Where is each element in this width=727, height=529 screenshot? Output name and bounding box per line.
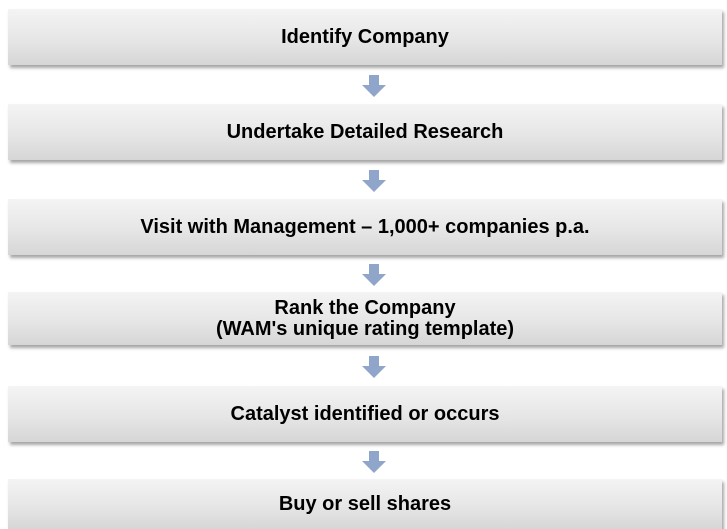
- step-label: Buy or sell shares: [278, 492, 452, 515]
- step-label: Identify Company: [281, 25, 449, 48]
- flow-step: Rank the Company (WAM's unique rating tem…: [8, 292, 722, 345]
- flow-step: Catalyst identified or occurs: [8, 386, 722, 442]
- arrow-shape: [362, 263, 386, 286]
- arrow-shape: [362, 355, 386, 378]
- flow-arrow: [362, 355, 386, 378]
- step-label: Rank the Company: [274, 296, 456, 319]
- flow-step: Undertake Detailed Research: [8, 104, 722, 160]
- step-label: (WAM's unique rating template): [215, 317, 515, 340]
- flow-arrow: [362, 74, 386, 97]
- flow-arrow: [362, 450, 386, 473]
- arrow-shape: [362, 450, 386, 473]
- flow-arrow: [362, 169, 386, 192]
- arrow-shape: [362, 169, 386, 192]
- arrow-shape: [362, 74, 386, 97]
- step-label: Undertake Detailed Research: [226, 120, 504, 143]
- flow-step: Visit with Management – 1,000+ companies…: [8, 199, 722, 255]
- step-label: Visit with Management – 1,000+ companies…: [140, 215, 590, 238]
- flow-step: Buy or sell shares: [8, 479, 722, 529]
- step-label: Catalyst identified or occurs: [230, 402, 500, 425]
- flow-arrow: [362, 263, 386, 286]
- flow-step: Identify Company: [8, 9, 722, 65]
